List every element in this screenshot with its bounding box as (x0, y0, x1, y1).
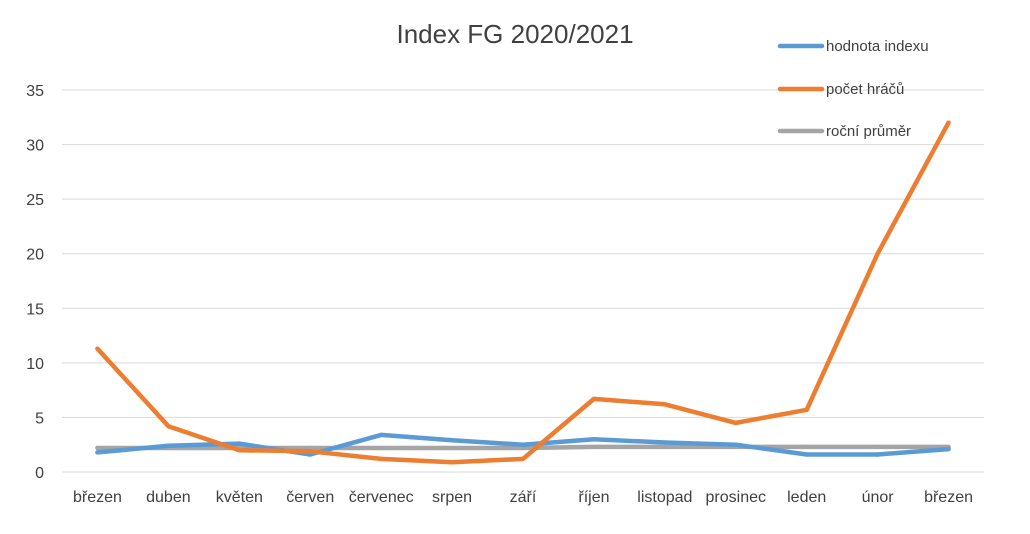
data-point (237, 447, 242, 453)
x-tick-label: březen (924, 489, 973, 506)
data-point (95, 450, 100, 455)
data-point (520, 456, 526, 462)
data-point (378, 456, 384, 462)
x-tick-label: srpen (432, 489, 472, 506)
y-axis-ticks: 0 5 10 15 20 25 30 35 (26, 83, 44, 482)
data-point (875, 452, 880, 457)
data-point (804, 444, 809, 450)
data-point (166, 423, 171, 429)
series-pocet-hracu (95, 120, 951, 465)
legend-item: roční průměr (777, 123, 911, 140)
x-tick-label: červenec (349, 489, 414, 506)
series-hodnota-indexu (95, 432, 951, 457)
data-point (662, 440, 668, 445)
data-point (520, 445, 526, 451)
x-tick-label: listopad (637, 489, 692, 506)
y-tick-label: 20 (26, 247, 44, 264)
data-point (804, 407, 809, 412)
data-point (95, 346, 100, 351)
x-tick-label: září (510, 489, 537, 506)
data-point (449, 438, 455, 443)
data-point (946, 120, 951, 125)
x-tick-label: prosinec (706, 489, 766, 506)
data-point (378, 432, 384, 438)
y-tick-label: 35 (26, 83, 44, 100)
data-point (449, 445, 455, 451)
x-tick-label: říjen (578, 489, 609, 506)
y-tick-label: 25 (26, 192, 44, 209)
data-point (662, 402, 668, 407)
data-point (875, 444, 880, 450)
y-tick-label: 0 (35, 465, 44, 482)
legend-label: roční průměr (826, 123, 911, 140)
data-point (946, 446, 951, 452)
data-point (520, 442, 526, 447)
series-line-pocet-hracu (95, 120, 951, 465)
x-tick-label: leden (787, 489, 826, 506)
legend: hodnota indexu počet hráčů roční průměr (777, 38, 929, 140)
series-lines (95, 120, 951, 465)
data-point (166, 443, 171, 449)
gridlines (62, 89, 984, 473)
data-point (378, 445, 384, 451)
data-point (804, 452, 809, 457)
y-tick-label: 5 (35, 410, 44, 427)
data-point (733, 420, 738, 426)
x-tick-label: únor (862, 489, 895, 506)
data-point (95, 445, 100, 451)
data-point (733, 442, 738, 447)
y-tick-label: 10 (26, 356, 44, 373)
data-point (662, 444, 668, 450)
data-point (308, 449, 313, 454)
chart-title: Index FG 2020/2021 (396, 19, 633, 49)
legend-item: hodnota indexu (777, 38, 929, 55)
y-tick-label: 15 (26, 301, 44, 318)
x-axis-ticks: březen duben květen červen červenec srpen září… (73, 489, 973, 506)
legend-label: počet hráčů (826, 81, 904, 98)
x-tick-label: duben (146, 489, 191, 506)
x-tick-label: březen (73, 489, 122, 506)
legend-label: hodnota indexu (826, 38, 929, 55)
legend-item: počet hráčů (777, 81, 904, 98)
x-tick-label: červen (286, 489, 334, 506)
data-point (591, 437, 597, 442)
x-tick-label: květen (216, 489, 263, 506)
data-point (449, 459, 455, 465)
data-point (591, 396, 597, 402)
data-point (591, 444, 597, 450)
y-tick-label: 30 (26, 138, 44, 155)
data-point (875, 251, 880, 256)
data-point (237, 441, 242, 446)
